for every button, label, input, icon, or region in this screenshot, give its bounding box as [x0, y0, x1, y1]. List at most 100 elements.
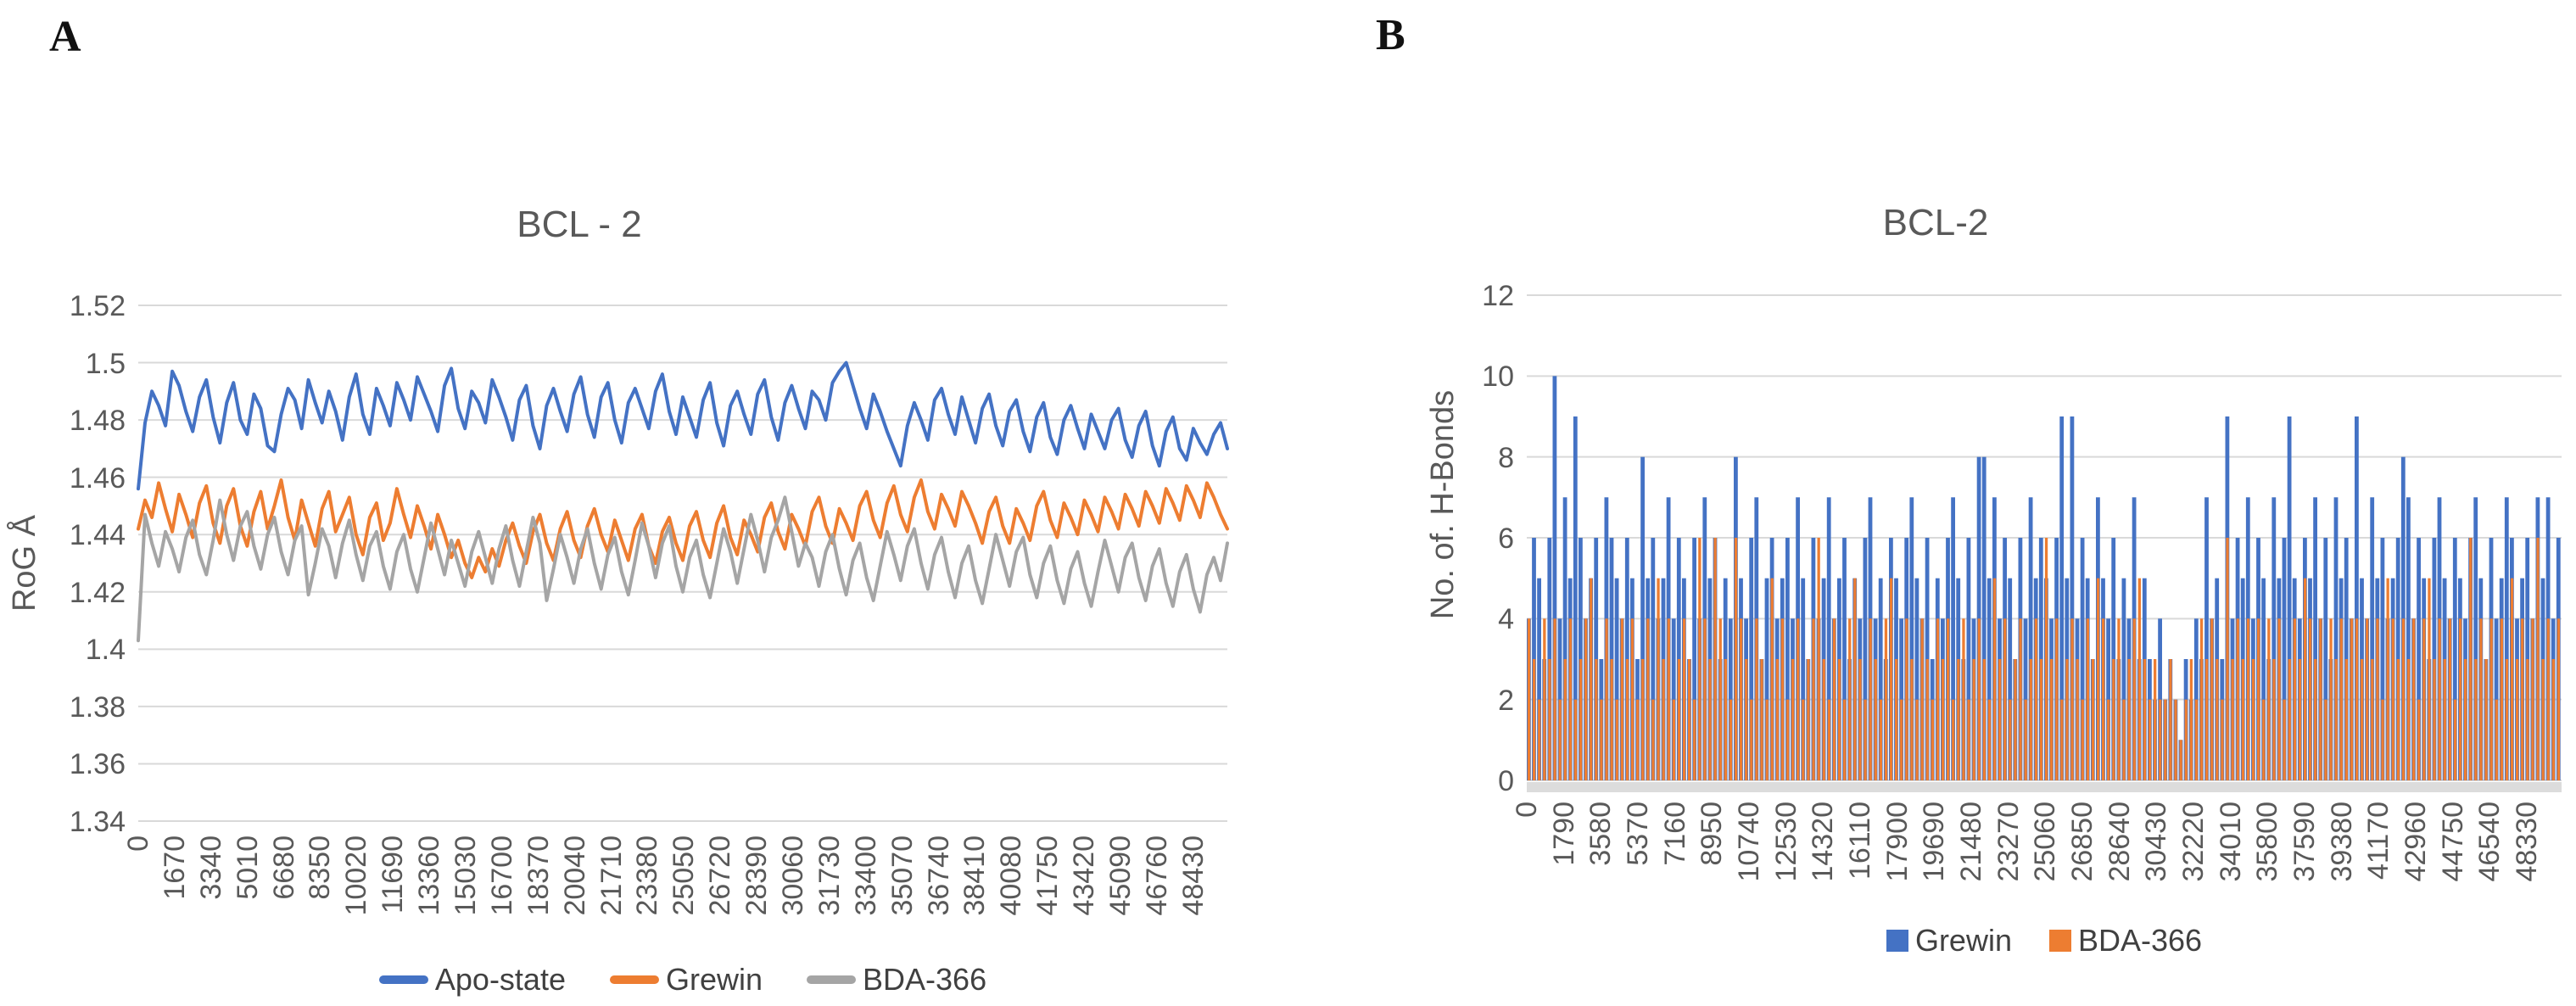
bar-bda-366	[2014, 659, 2017, 780]
bar-bda-366	[1785, 699, 1790, 780]
bar-grewin	[1785, 538, 1790, 780]
bar-bda-366	[2107, 699, 2110, 780]
bar-grewin	[2417, 538, 2421, 780]
legend-item-grewin: Grewin	[609, 962, 763, 998]
x-tick-label: 16700	[485, 836, 518, 916]
bar-grewin	[2121, 578, 2126, 780]
bar-bda-366	[1573, 699, 1578, 780]
bar-bda-366	[1889, 578, 1893, 780]
apo-state-line-swatch-icon	[378, 975, 428, 984]
bar-bda-366	[1941, 659, 1945, 780]
series-line-apo-state	[137, 360, 1229, 491]
bar-bda-366	[2551, 659, 2555, 780]
bar-bda-366	[2236, 618, 2239, 780]
bar-bda-366	[1651, 699, 1655, 780]
bar-bda-366	[2396, 659, 2400, 780]
bar-grewin	[2080, 538, 2085, 780]
x-tick-label: 43420	[1068, 836, 1101, 916]
bar-bda-366	[1977, 618, 1981, 780]
bar-bda-366	[2417, 699, 2421, 780]
y-tick-label: 2	[1498, 684, 1514, 717]
bar-bda-366	[2283, 699, 2286, 780]
bar-bda-366	[2210, 618, 2214, 780]
bar-bda-366	[2516, 659, 2519, 780]
bar-bda-366	[1770, 578, 1774, 780]
bar-bda-366	[2199, 618, 2204, 780]
bar-bda-366	[1812, 618, 1815, 780]
bar-bda-366	[1936, 618, 1940, 780]
legend-item-grewin: Grewin	[1886, 923, 2012, 958]
bar-bda-366	[2164, 699, 2167, 780]
bar-bda-366	[1750, 699, 1753, 780]
bar-bda-366	[1605, 618, 1608, 780]
bar-bda-366	[2221, 699, 2224, 780]
bar-bda-366	[2531, 618, 2534, 780]
bar-bda-366	[1590, 578, 1593, 780]
bar-grewin	[2028, 497, 2033, 780]
legend-item-apo-state: Apo-state	[378, 962, 566, 998]
bar-bda-366	[2194, 699, 2199, 780]
bar-bda-366	[1620, 618, 1623, 780]
bar-bda-366	[1992, 578, 1997, 780]
chart-a-y-axis-title: RoG Å	[7, 514, 42, 612]
bar-bda-366	[1553, 618, 1556, 780]
bar-bda-366	[2044, 538, 2048, 780]
bar-bda-366	[2401, 618, 2406, 780]
bar-bda-366	[2091, 659, 2095, 780]
x-tick-label: 18370	[522, 836, 555, 916]
bar-bda-366	[1864, 699, 1867, 780]
bar-grewin	[2504, 497, 2509, 780]
legend-item-bda-366: BDA-366	[807, 962, 986, 998]
bar-bda-366	[2458, 618, 2462, 780]
legend-label: BDA-366	[2077, 923, 2203, 958]
x-tick-label: 20040	[558, 836, 591, 916]
bar-grewin	[1651, 538, 1656, 780]
bar-bda-366	[1646, 618, 1650, 780]
bar-grewin	[1640, 456, 1645, 780]
bar-bda-366	[1837, 659, 1841, 780]
bar-bda-366	[2039, 659, 2043, 780]
series-line-bda-366	[137, 495, 1229, 643]
bar-grewin	[1749, 538, 1754, 780]
bar-bda-366	[2179, 740, 2182, 780]
bar-bda-366	[2226, 538, 2229, 780]
bar-bda-366	[2428, 578, 2431, 780]
chart-a-title: BCL - 2	[517, 204, 642, 245]
bar-bda-366	[1982, 659, 1986, 780]
bar-bda-366	[1568, 618, 1572, 780]
bar-bda-366	[2132, 618, 2136, 780]
bar-bda-366	[1947, 618, 1950, 780]
bar-bda-366	[1600, 699, 1603, 780]
bar-grewin	[1966, 538, 1971, 780]
bar-bda-366	[1967, 699, 1970, 780]
bar-bda-366	[1895, 659, 1898, 780]
y-tick-label: 1.44	[69, 519, 126, 552]
bar-grewin	[1614, 578, 1619, 780]
bar-bda-366	[2216, 659, 2219, 780]
y-tick-label: 8	[1498, 441, 1514, 474]
bar-grewin	[2204, 497, 2209, 780]
bar-bda-366	[2433, 659, 2436, 780]
legend-label: BDA-366	[863, 962, 987, 997]
bar-bda-366	[2344, 659, 2348, 780]
bar-bda-366	[2406, 659, 2411, 780]
y-tick-label: 1.4	[85, 634, 126, 667]
bar-bda-366	[2246, 618, 2250, 780]
bar-bda-366	[2521, 618, 2524, 780]
x-tick-label: 45090	[1104, 836, 1137, 916]
legend-label: Grewin	[665, 962, 763, 997]
bar-bda-366	[1791, 659, 1795, 780]
bar-bda-366	[2505, 659, 2509, 780]
bar-bda-366	[1822, 659, 1825, 780]
bar-bda-366	[2055, 618, 2059, 780]
bar-bda-366	[1641, 659, 1645, 780]
bar-bda-366	[1858, 659, 1862, 780]
bar-bda-366	[2009, 699, 2012, 780]
bar-bda-366	[1693, 699, 1696, 780]
bar-bda-366	[1925, 659, 1929, 780]
bar-bda-366	[1760, 659, 1763, 780]
bar-bda-366	[2065, 659, 2069, 780]
y-tick-label: 1.52	[69, 290, 126, 322]
bar-bda-366	[1879, 699, 1882, 780]
